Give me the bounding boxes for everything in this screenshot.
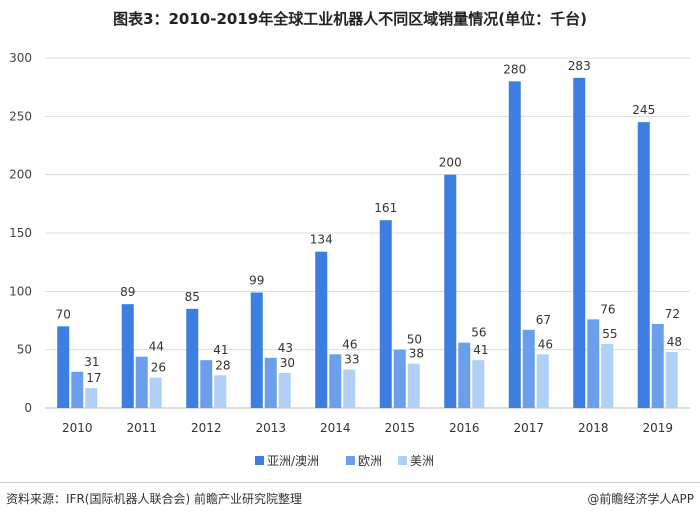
bar <box>71 371 84 408</box>
legend-label: 亚洲/澳洲 <box>267 454 319 468</box>
data-label: 50 <box>407 333 422 347</box>
bar <box>343 369 356 408</box>
bar <box>444 174 457 408</box>
bar <box>149 377 162 408</box>
data-label: 31 <box>84 355 99 369</box>
bar <box>278 373 291 408</box>
data-label: 280 <box>503 62 526 76</box>
bar <box>665 352 678 408</box>
data-label: 48 <box>667 335 682 349</box>
data-label: 76 <box>600 302 615 316</box>
data-label: 43 <box>278 341 293 355</box>
data-label: 17 <box>86 371 101 385</box>
data-label: 89 <box>120 285 135 299</box>
data-label: 30 <box>280 356 295 370</box>
data-label: 38 <box>409 347 424 361</box>
bar <box>508 81 521 408</box>
y-tick-label: 200 <box>9 168 32 182</box>
data-label: 85 <box>185 290 200 304</box>
data-label: 41 <box>473 343 488 357</box>
bar <box>637 122 650 409</box>
chart-title: 图表3：2010-2019年全球工业机器人不同区域销量情况(单位：千台) <box>113 10 587 28</box>
data-label: 44 <box>149 340 164 354</box>
y-tick-label: 250 <box>9 109 32 123</box>
footer-divider <box>0 482 700 483</box>
legend-label: 美洲 <box>410 454 434 468</box>
bar <box>393 349 406 408</box>
data-label: 161 <box>374 201 397 215</box>
legend-swatch <box>255 456 264 465</box>
credit-note: @前瞻经济学人APP <box>587 492 694 506</box>
x-tick-label: 2019 <box>642 421 673 435</box>
x-tick-label: 2013 <box>255 421 286 435</box>
x-tick-label: 2014 <box>320 421 351 435</box>
x-tick-label: 2017 <box>513 421 544 435</box>
data-label: 41 <box>213 343 228 357</box>
legend-swatch <box>346 456 355 465</box>
bar <box>458 342 471 408</box>
data-label: 56 <box>471 326 486 340</box>
data-label: 46 <box>342 337 357 351</box>
data-label: 55 <box>602 327 617 341</box>
x-tick-label: 2016 <box>449 421 480 435</box>
y-tick-label: 0 <box>24 401 32 415</box>
data-label: 99 <box>249 274 264 288</box>
bar <box>601 343 614 408</box>
data-label: 283 <box>568 59 591 73</box>
data-label: 46 <box>538 337 553 351</box>
data-label: 72 <box>665 307 680 321</box>
y-tick-label: 300 <box>9 51 32 65</box>
y-tick-label: 50 <box>17 343 32 357</box>
data-label: 67 <box>536 313 551 327</box>
data-label: 33 <box>344 353 359 367</box>
bar <box>651 324 664 408</box>
bar <box>264 357 277 408</box>
bar <box>472 360 485 408</box>
source-note: 资料来源：IFR(国际机器人联合会) 前瞻产业研究院整理 <box>6 492 302 506</box>
bar <box>200 360 213 408</box>
bar <box>85 388 98 408</box>
bar <box>587 319 600 408</box>
bar <box>522 329 535 408</box>
x-tick-label: 2015 <box>384 421 415 435</box>
bar <box>329 354 342 408</box>
bar <box>121 304 134 408</box>
bar <box>379 220 392 408</box>
data-label: 70 <box>56 307 71 321</box>
data-label: 200 <box>439 156 462 170</box>
y-tick-label: 150 <box>9 226 32 240</box>
data-label: 134 <box>310 233 333 247</box>
bar <box>250 292 263 408</box>
x-tick-label: 2010 <box>62 421 93 435</box>
bar <box>315 251 328 408</box>
legend-label: 欧洲 <box>358 454 382 468</box>
x-tick-label: 2012 <box>191 421 222 435</box>
bar <box>536 354 549 408</box>
bar <box>214 375 227 408</box>
bar <box>407 363 420 408</box>
bar <box>57 326 70 408</box>
x-tick-label: 2011 <box>126 421 157 435</box>
x-tick-label: 2018 <box>578 421 609 435</box>
data-label: 245 <box>632 103 655 117</box>
bar-chart: 0 50 100 150 200 250 300 2010 70 31 17 2011 89 44 26 20… <box>9 51 690 468</box>
y-tick-label: 100 <box>9 284 32 298</box>
bar <box>573 77 586 408</box>
bar <box>135 356 148 408</box>
data-label: 26 <box>151 361 166 375</box>
data-label: 28 <box>215 358 230 372</box>
bar <box>186 308 199 408</box>
legend-swatch <box>398 456 407 465</box>
